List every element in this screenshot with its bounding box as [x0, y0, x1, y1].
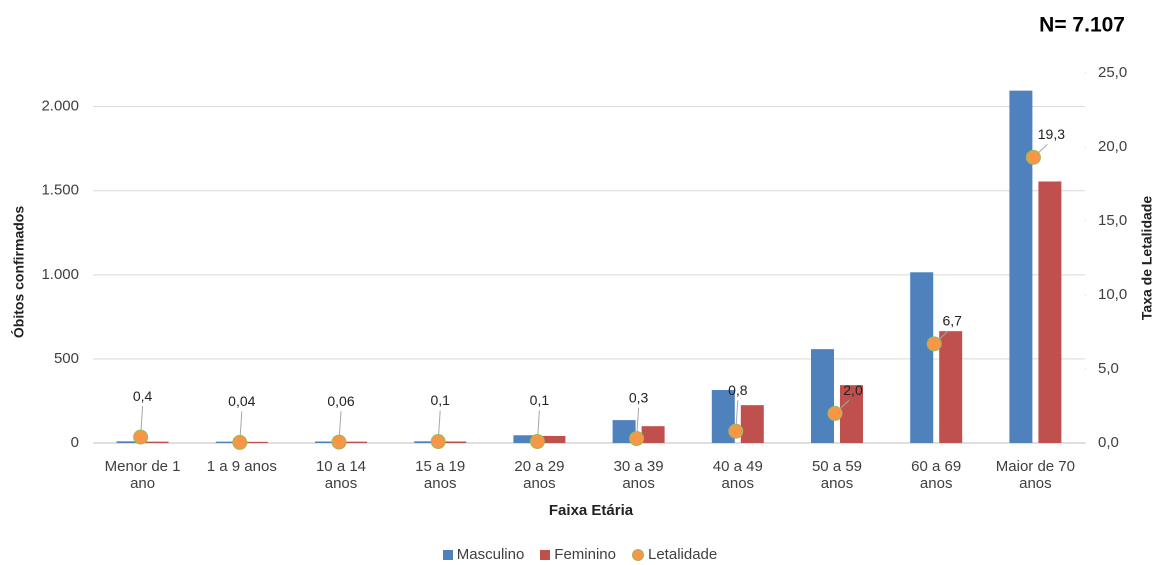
legend: Masculino Feminino Letalidade: [0, 546, 1160, 563]
y-tick-label: 1.500: [41, 182, 79, 199]
y2-tick-label: 0,0: [1098, 434, 1119, 451]
point: [232, 434, 248, 450]
y-tick-label: 0: [71, 434, 79, 451]
bar: [443, 441, 467, 443]
legend-swatch: [632, 548, 644, 561]
x-tick-label: 40 a 49 anos: [712, 458, 763, 492]
point: [728, 423, 744, 439]
x-tick-label: 30 a 39 anos: [613, 458, 664, 492]
legend-swatch: [540, 549, 551, 560]
data-label: 0,06: [327, 393, 354, 409]
x-tick-label: Maior de 70 anos: [995, 458, 1075, 492]
data-label: 0,1: [430, 392, 450, 408]
point: [926, 336, 942, 352]
bar: [939, 331, 963, 443]
data-label: 0,1: [530, 392, 550, 408]
data-label: 6,7: [942, 313, 962, 329]
bar: [1038, 181, 1062, 443]
data-label: 0,8: [728, 382, 748, 398]
subtitle: N= 7.107: [1039, 14, 1125, 37]
y-tick-label: 500: [54, 350, 79, 367]
bar: [215, 441, 239, 443]
legend-label: Feminino: [554, 546, 616, 563]
x-tick-label: 20 a 29 anos: [514, 458, 565, 492]
legend-swatch: [442, 549, 453, 560]
point: [430, 434, 446, 450]
x-tick-label: Menor de 1 ano: [104, 458, 181, 492]
point: [529, 434, 545, 450]
data-label: 0,4: [133, 388, 153, 404]
point: [629, 431, 645, 447]
x-tick-label: 50 a 59 anos: [811, 458, 863, 492]
x-tick-label: 15 a 19 anos: [415, 458, 466, 492]
point: [1025, 149, 1041, 165]
x-tick-label: 60 a 69 anos: [911, 458, 962, 492]
bar: [414, 441, 438, 443]
legend-item: Feminino: [540, 546, 616, 563]
bar: [244, 441, 268, 443]
legend-label: Masculino: [456, 546, 525, 563]
bar: [145, 441, 169, 443]
x-tick-label: 10 a 14 anos: [315, 458, 367, 492]
y2-tick-label: 10,0: [1098, 286, 1127, 303]
x-axis-title: Faixa Etária: [549, 502, 634, 519]
y2-tick-label: 20,0: [1098, 138, 1127, 155]
data-label: 2,0: [843, 382, 863, 398]
x-tick-label: 1 a 9 anos: [206, 458, 277, 475]
bar: [740, 405, 764, 443]
y-axis-title: Óbitos confirmados: [10, 206, 27, 338]
data-label: 19,3: [1038, 126, 1065, 142]
data-label: 0,3: [629, 389, 649, 405]
y-tick-label: 2.000: [41, 98, 79, 115]
bar: [116, 441, 140, 443]
y2-tick-label: 5,0: [1098, 360, 1119, 377]
y2-tick-label: 25,0: [1098, 64, 1127, 81]
point: [331, 434, 347, 450]
bar: [315, 441, 338, 443]
y-tick-label: 1.000: [41, 266, 79, 283]
data-label: 0,04: [228, 393, 255, 409]
bar: [910, 272, 934, 443]
legend-item: Letalidade: [632, 546, 717, 563]
bar: [840, 385, 863, 443]
legend-item: Masculino: [442, 546, 525, 563]
point: [827, 405, 843, 421]
bar: [344, 441, 367, 443]
bar: [811, 349, 834, 443]
bar: [641, 426, 665, 443]
y2-tick-label: 15,0: [1098, 212, 1127, 229]
legend-label: Letalidade: [648, 546, 718, 563]
bar: [513, 435, 537, 443]
bar: [1009, 90, 1033, 443]
bar: [542, 435, 566, 443]
point: [133, 429, 149, 445]
y2-axis-title: Taxa de Letalidade: [1139, 196, 1155, 320]
